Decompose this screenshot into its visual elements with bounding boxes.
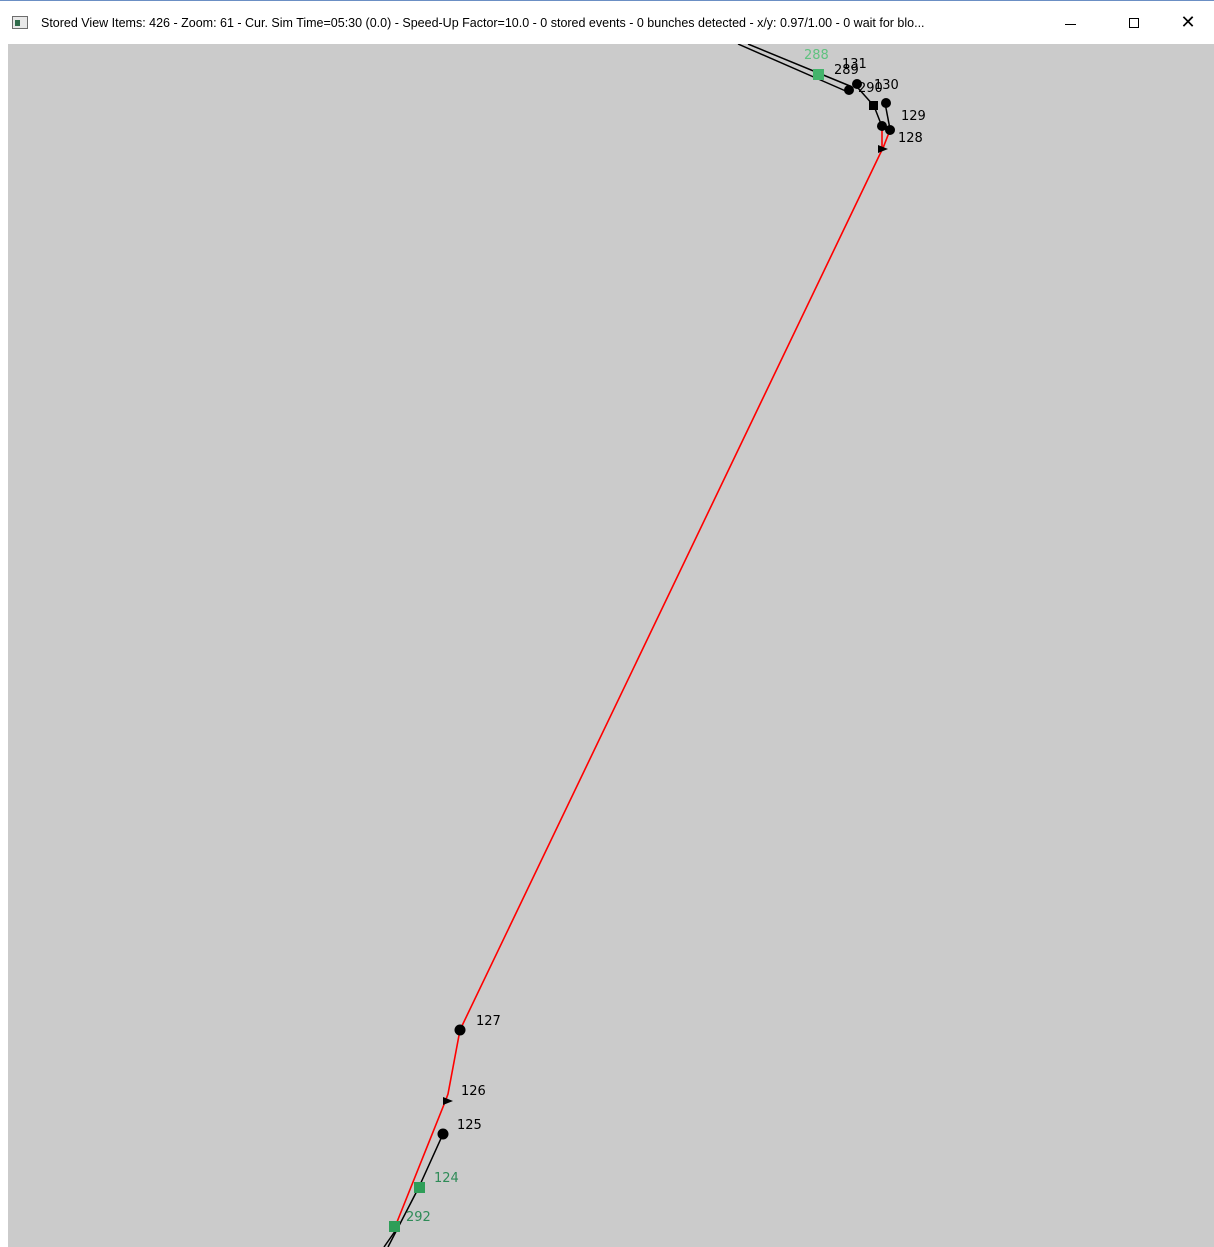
- stop-label: 129: [901, 109, 926, 124]
- maximize-button[interactable]: [1111, 5, 1157, 41]
- stop-label: 125: [457, 1118, 482, 1133]
- station-marker[interactable]: [389, 1221, 400, 1232]
- window-title: Stored View Items: 426 - Zoom: 61 - Cur.…: [41, 16, 925, 30]
- stop-marker[interactable]: [454, 1024, 466, 1036]
- station-label: 288: [804, 48, 829, 63]
- stop-label: 131: [842, 57, 867, 72]
- app-window-icon[interactable]: [12, 16, 28, 29]
- stop-marker[interactable]: [844, 85, 854, 95]
- station-label: 124: [434, 1171, 459, 1186]
- network-view: 288 289 131 290 130 129 128 127 126 125 …: [383, 44, 926, 1247]
- stop-label: 130: [874, 78, 899, 93]
- close-icon: ✕: [1180, 12, 1196, 33]
- station-label: 292: [406, 1210, 431, 1225]
- direction-arrow: [878, 145, 888, 153]
- stop-label: 128: [898, 131, 923, 146]
- active-route: [394, 129, 891, 1228]
- stop-marker[interactable]: [885, 125, 895, 135]
- direction-arrow: [443, 1097, 453, 1105]
- window-titlebar: Stored View Items: 426 - Zoom: 61 - Cur.…: [0, 0, 1214, 44]
- minimize-button[interactable]: [1047, 5, 1093, 41]
- stop-label: 127: [476, 1014, 501, 1029]
- close-button[interactable]: ✕: [1165, 5, 1211, 41]
- stop-marker[interactable]: [877, 121, 887, 131]
- stop-marker[interactable]: [437, 1128, 449, 1140]
- station-marker[interactable]: [869, 101, 878, 110]
- station-marker[interactable]: [813, 69, 824, 80]
- map-canvas[interactable]: 288 289 131 290 130 129 128 127 126 125 …: [8, 44, 1214, 1247]
- maximize-icon: [1129, 18, 1139, 28]
- station-marker[interactable]: [414, 1182, 425, 1193]
- minimize-icon: [1064, 23, 1076, 25]
- stop-marker[interactable]: [881, 98, 891, 108]
- stop-label: 126: [461, 1084, 486, 1099]
- station-label: 290: [858, 81, 883, 96]
- station-label: 289: [834, 63, 859, 78]
- stop-marker[interactable]: [852, 79, 862, 89]
